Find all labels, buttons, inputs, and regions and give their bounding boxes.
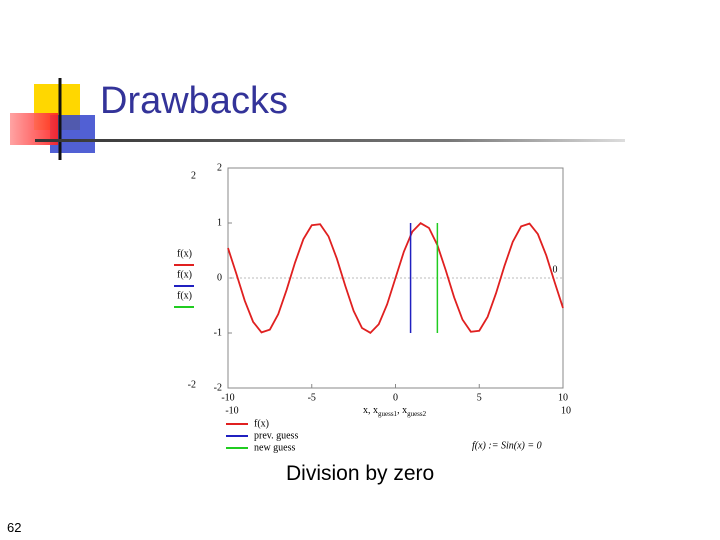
x-limit-label: 10 (561, 405, 571, 416)
x-limit-label: -10 (225, 405, 238, 416)
caption: Division by zero (286, 462, 435, 485)
deco-hline (35, 139, 625, 142)
y-limit-label: -2 (188, 379, 196, 390)
marker-label: 0 (553, 264, 558, 275)
y-tick-label: 1 (217, 217, 222, 228)
equation: f(x) := Sin(x) = 0 (472, 440, 542, 451)
legend-label: prev. guess (254, 430, 298, 441)
x-tick-label: 0 (393, 392, 398, 403)
y-limit-label: 2 (191, 170, 196, 181)
slide-title: Drawbacks (100, 80, 288, 122)
left-legend-label: f(x) (177, 269, 192, 280)
x-label-part: x, x (363, 405, 378, 416)
x-tick-label: -10 (221, 392, 234, 403)
page-number: 62 (7, 520, 22, 535)
x-label-part: , x (397, 405, 407, 416)
x-tick-label: -5 (308, 392, 316, 403)
x-label-part: guess1 (378, 410, 398, 418)
y-tick-label: -1 (214, 327, 222, 338)
y-tick-label: 2 (217, 162, 222, 173)
x-label-part: guess2 (407, 410, 427, 418)
y-tick-label: 0 (217, 272, 222, 283)
x-tick-label: 5 (477, 392, 482, 403)
x-axis-label: x, xguess1, xguess2 (363, 405, 427, 417)
series-line (227, 222, 564, 334)
x-tick-label: 10 (558, 392, 568, 403)
legend-label: new guess (254, 442, 295, 453)
legend-label: f(x) (254, 418, 269, 429)
left-legend-label: f(x) (177, 290, 192, 301)
left-legend-label: f(x) (177, 248, 192, 259)
y-tick-label: -2 (214, 382, 222, 393)
